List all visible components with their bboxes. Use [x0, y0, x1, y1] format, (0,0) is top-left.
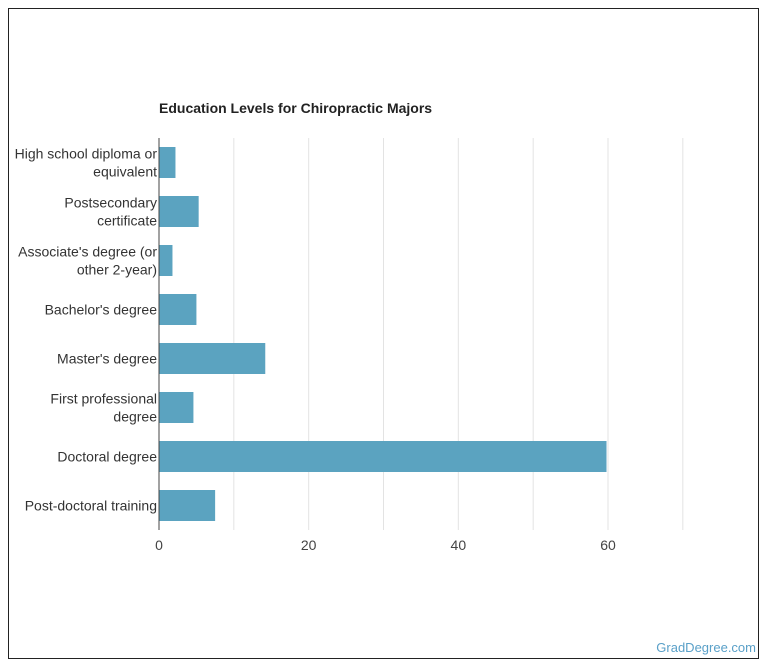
chart-title: Education Levels for Chiropractic Majors: [159, 100, 433, 116]
bar: [159, 196, 199, 227]
category-label: High school diploma or equivalent: [15, 146, 158, 180]
bar: [159, 441, 607, 472]
category-label: First professional degree: [50, 391, 157, 425]
x-tick-label: 60: [600, 537, 616, 553]
x-tick-label: 20: [301, 537, 317, 553]
x-tick-label: 0: [155, 537, 163, 553]
category-label: Associate's degree (or other 2-year): [18, 244, 157, 278]
bar: [159, 294, 197, 325]
bar: [159, 245, 173, 276]
bar: [159, 392, 194, 423]
x-tick-label: 40: [451, 537, 467, 553]
category-label: Bachelor's degree: [45, 302, 158, 318]
bar: [159, 147, 176, 178]
bar: [159, 343, 266, 374]
category-label: Master's degree: [57, 351, 157, 367]
category-label: Postsecondary certificate: [64, 195, 157, 229]
bar: [159, 490, 216, 521]
watermark: GradDegree.com: [656, 640, 756, 655]
category-label: Doctoral degree: [57, 449, 157, 465]
category-label: Post-doctoral training: [25, 498, 157, 514]
